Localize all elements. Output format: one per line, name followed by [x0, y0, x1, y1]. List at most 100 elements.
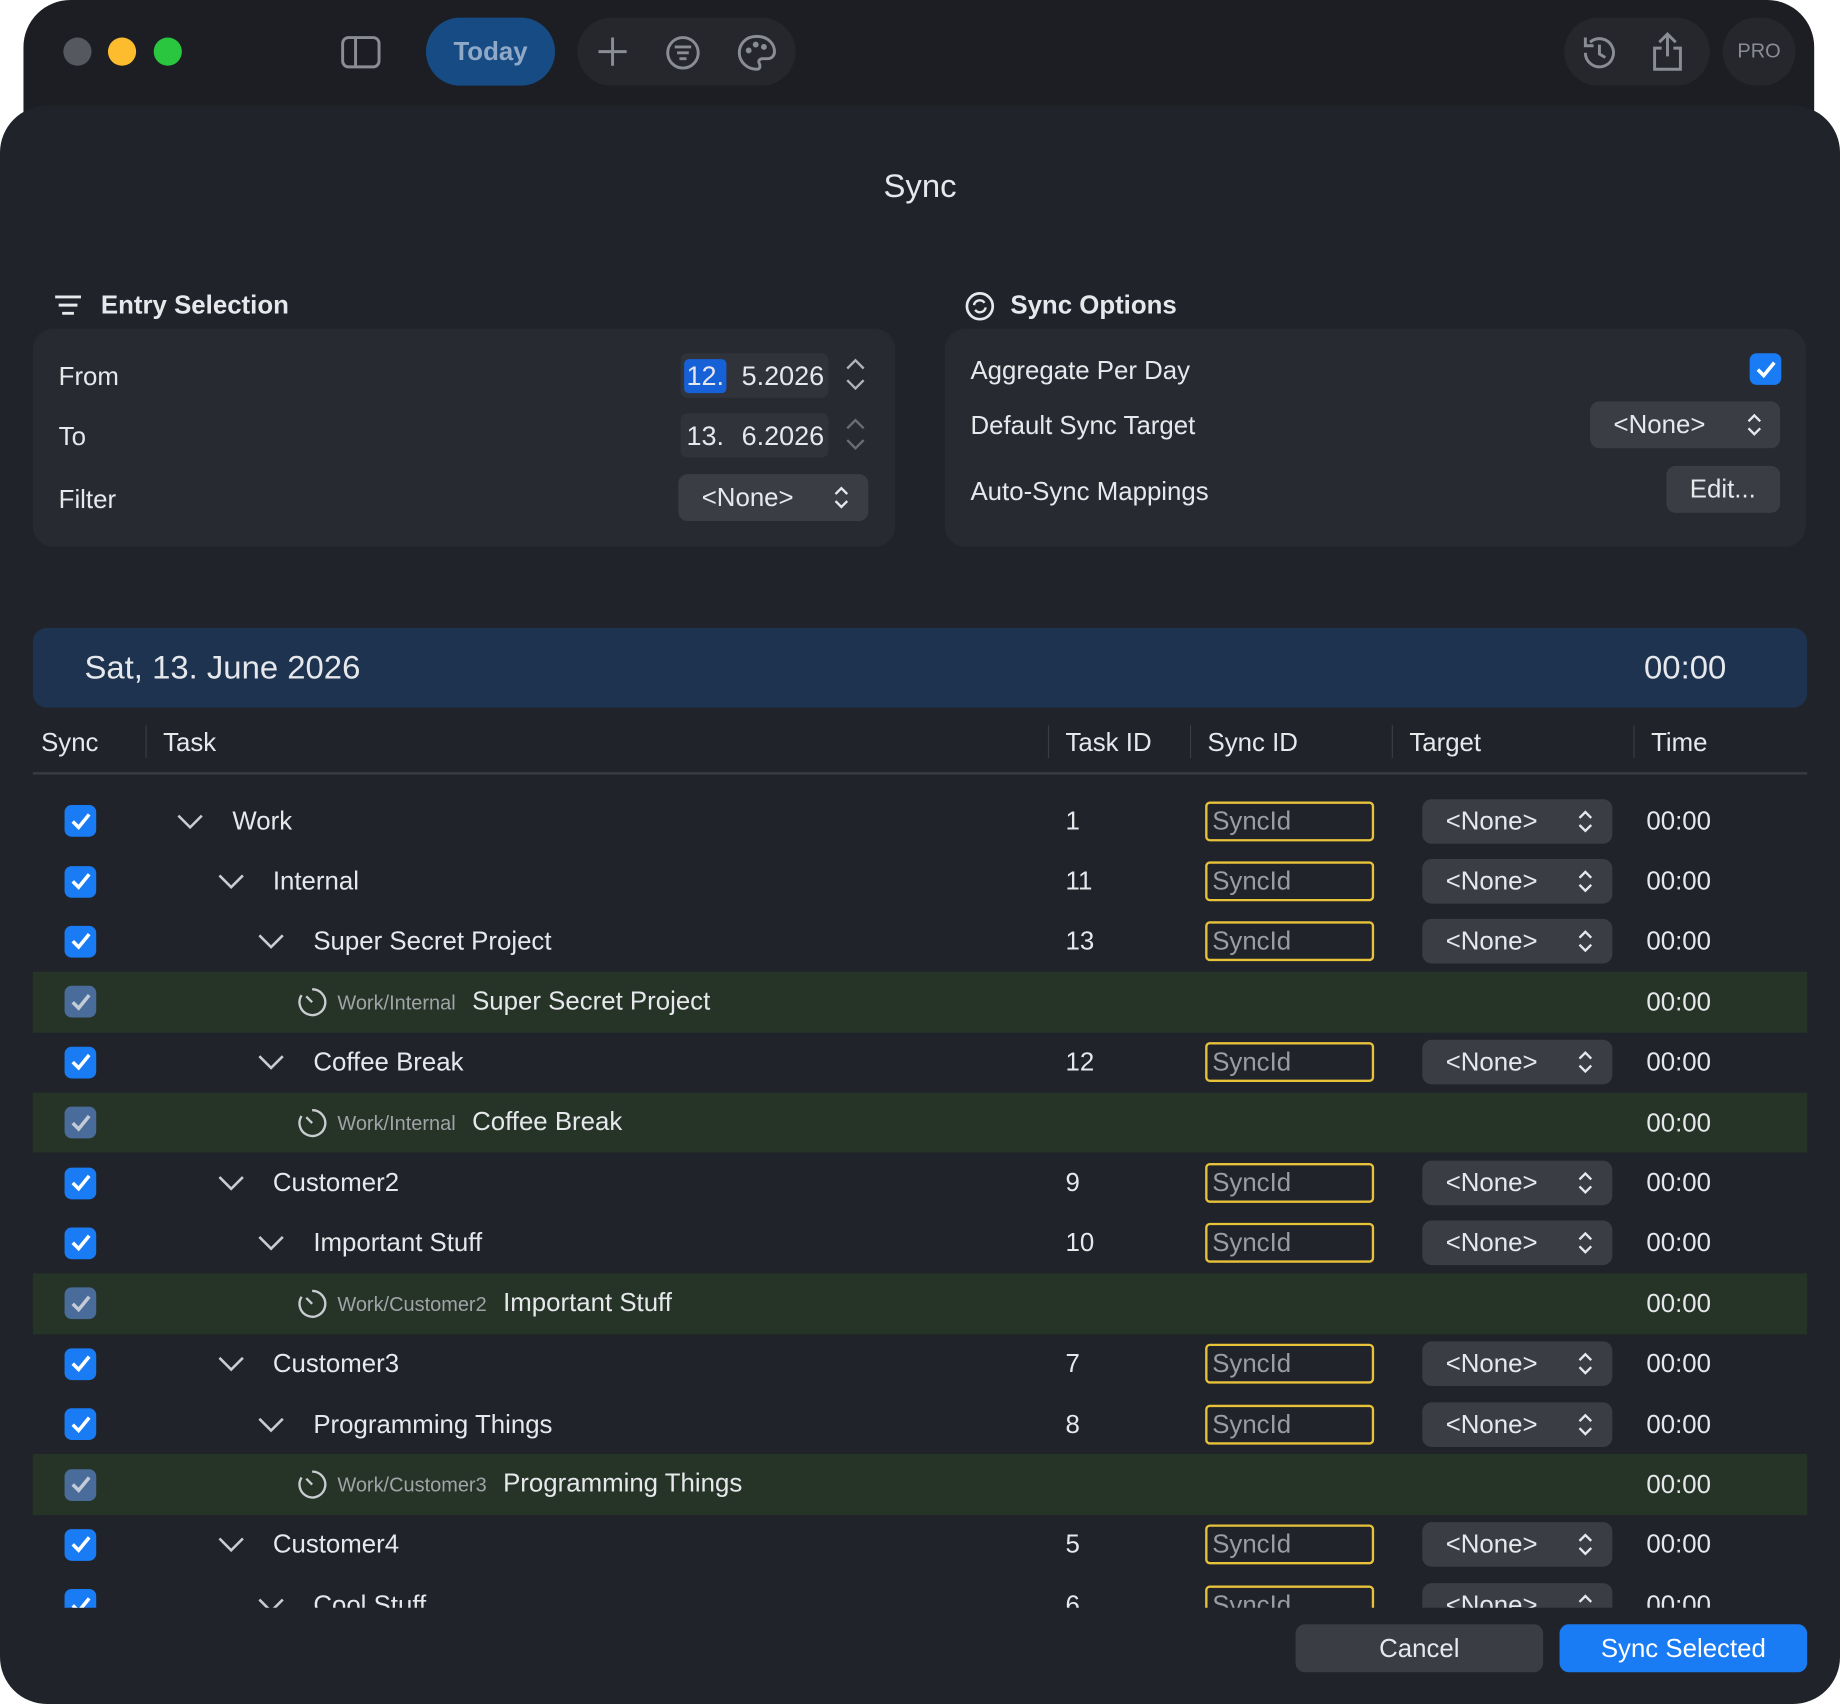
arrows-glyph: [1578, 1352, 1593, 1376]
sync-id-field[interactable]: SyncId: [1205, 1525, 1375, 1565]
sync-checkbox[interactable]: [64, 1529, 97, 1561]
filter-popup[interactable]: <None>: [678, 474, 869, 522]
target-popup[interactable]: <None>: [1422, 1040, 1613, 1085]
target-popup[interactable]: <None>: [1422, 1341, 1613, 1387]
target-popup[interactable]: <None>: [1422, 1582, 1613, 1608]
task-time: 00:00: [1646, 1288, 1711, 1318]
sync-id-field[interactable]: SyncId: [1205, 1404, 1375, 1445]
column-separator: [1189, 725, 1192, 759]
sync-checkbox[interactable]: [64, 1227, 97, 1260]
sync-checkbox[interactable]: [64, 805, 97, 837]
sync-checkbox[interactable]: [64, 1348, 97, 1380]
timer-icon: [296, 1288, 327, 1324]
sync-checkbox[interactable]: [64, 1287, 97, 1320]
target-popup[interactable]: <None>: [1422, 919, 1613, 965]
disclosure-chevron[interactable]: [217, 1536, 245, 1561]
sync-id-field[interactable]: SyncId: [1205, 921, 1375, 962]
target-value[interactable]: <None>: [1445, 805, 1538, 836]
from-day[interactable]: 12.: [684, 359, 727, 394]
filter-label: Filter: [58, 484, 117, 515]
target-popup[interactable]: <None>: [1422, 1522, 1613, 1568]
sync-checkbox[interactable]: [64, 1589, 97, 1608]
disclosure-chevron[interactable]: [176, 812, 204, 837]
sync-checkbox[interactable]: [64, 925, 97, 958]
to-rest[interactable]: 6.2026: [741, 420, 825, 451]
sync-checkbox[interactable]: [64, 1106, 97, 1139]
stepper[interactable]: [844, 356, 867, 394]
disclosure-chevron[interactable]: [257, 932, 285, 957]
edit-button[interactable]: Edit...: [1666, 465, 1781, 513]
target-value[interactable]: <None>: [1445, 1228, 1538, 1258]
popup-arrows: [1575, 929, 1596, 961]
entry-name: Important Stuff: [503, 1287, 672, 1317]
sync-checkbox[interactable]: [64, 1408, 97, 1441]
to-day[interactable]: 13.: [686, 420, 725, 451]
sync-id-field[interactable]: SyncId: [1205, 1344, 1375, 1384]
popup-arrows: [1575, 869, 1596, 901]
cancel-label[interactable]: Cancel: [1379, 1632, 1460, 1663]
date-field[interactable]: [680, 413, 829, 458]
sync-button[interactable]: Sync Selected: [1559, 1624, 1808, 1673]
target-popup[interactable]: <None>: [1422, 1160, 1613, 1206]
sync-id-field[interactable]: SyncId: [1205, 1042, 1375, 1083]
filter-value[interactable]: <None>: [701, 482, 794, 512]
filter-icon[interactable]: [664, 34, 702, 72]
close-button[interactable]: [63, 37, 92, 66]
sync-id-field[interactable]: SyncId: [1205, 1585, 1375, 1608]
sync-icon: [965, 292, 995, 321]
target-popup[interactable]: <None>: [1422, 1402, 1613, 1447]
target-value[interactable]: <None>: [1445, 1590, 1538, 1608]
popup-arrows: [1575, 1411, 1596, 1443]
column-title: Target: [1409, 727, 1482, 757]
disclosure-chevron[interactable]: [217, 1355, 245, 1380]
entry-title: Work/Internal Super Secret Project: [337, 986, 710, 1017]
disclosure-chevron[interactable]: [257, 1415, 285, 1440]
pro-badge[interactable]: PRO: [1722, 17, 1796, 86]
target-value[interactable]: <None>: [1445, 926, 1538, 956]
disclosure-chevron[interactable]: [257, 1234, 285, 1259]
cancel-button[interactable]: Cancel: [1295, 1624, 1544, 1673]
target-value[interactable]: <None>: [1445, 1529, 1538, 1560]
share-icon[interactable]: [1650, 31, 1685, 73]
from-rest[interactable]: 5.2026: [741, 360, 825, 391]
target-value[interactable]: <None>: [1613, 409, 1706, 439]
edit-label[interactable]: Edit...: [1689, 474, 1756, 504]
history-icon[interactable]: [1579, 33, 1619, 73]
target-value[interactable]: <None>: [1445, 1409, 1538, 1439]
check-mark: [70, 993, 90, 1011]
palette-icon[interactable]: [736, 33, 778, 73]
sync-checkbox[interactable]: [64, 865, 97, 898]
popup-arrows: [1575, 1532, 1596, 1564]
column-title: Task ID: [1065, 727, 1152, 757]
target-value[interactable]: <None>: [1445, 1167, 1538, 1198]
disclosure-chevron[interactable]: [217, 872, 245, 897]
sync-checkbox[interactable]: [64, 986, 97, 1018]
sync-label[interactable]: Sync Selected: [1600, 1632, 1766, 1663]
stepper[interactable]: [844, 415, 867, 453]
target-popup[interactable]: <None>: [1422, 1221, 1613, 1266]
disclosure-chevron[interactable]: [217, 1174, 245, 1199]
sync-checkbox[interactable]: [64, 1046, 97, 1079]
sync-checkbox[interactable]: [64, 1468, 97, 1501]
target-popup[interactable]: <None>: [1422, 798, 1613, 844]
add-icon[interactable]: [596, 35, 629, 68]
sync-id-field[interactable]: SyncId: [1205, 861, 1375, 902]
target-value[interactable]: <None>: [1445, 866, 1538, 896]
disclosure-chevron[interactable]: [257, 1053, 285, 1078]
minimize-button[interactable]: [107, 37, 137, 66]
sync-id-field[interactable]: SyncId: [1205, 1163, 1375, 1203]
sidebar-icon[interactable]: [340, 35, 382, 70]
task-id: 12: [1065, 1047, 1095, 1077]
sync-checkbox[interactable]: [64, 1167, 97, 1199]
disclosure-chevron[interactable]: [257, 1596, 285, 1608]
sync-id-field[interactable]: SyncId: [1205, 1223, 1375, 1264]
sync-id-field[interactable]: SyncId: [1205, 801, 1375, 842]
aggregate-checkbox[interactable]: [1749, 353, 1782, 385]
target-value[interactable]: <None>: [1445, 1348, 1538, 1379]
target-value[interactable]: <None>: [1445, 1047, 1538, 1077]
target-popup[interactable]: <None>: [1422, 859, 1613, 904]
day-time: 00:00: [1644, 648, 1727, 686]
today-button[interactable]: Today: [425, 17, 556, 86]
zoom-button[interactable]: [153, 37, 182, 66]
target-popup[interactable]: <None>: [1590, 401, 1781, 449]
